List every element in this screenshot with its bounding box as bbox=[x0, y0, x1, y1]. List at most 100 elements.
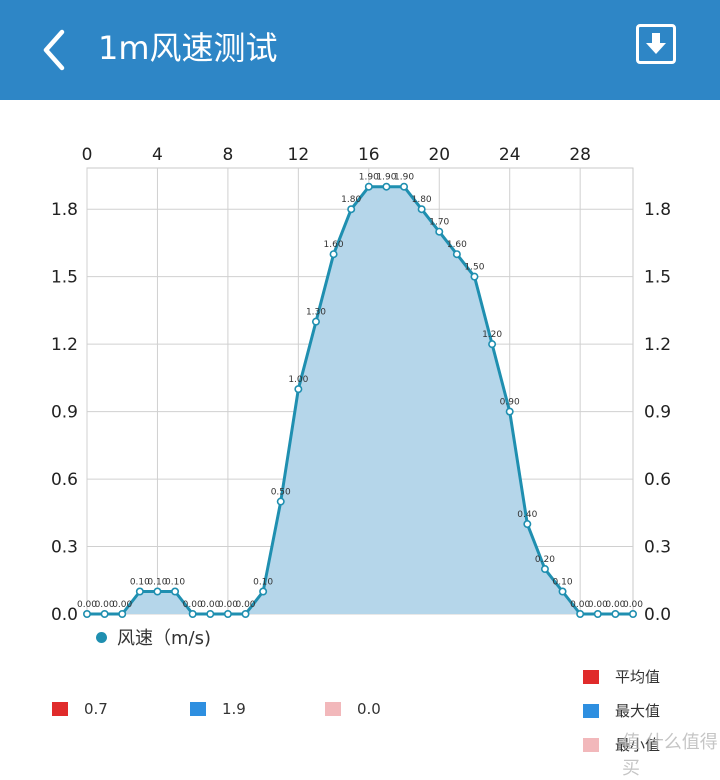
data-point bbox=[452, 250, 461, 259]
data-point bbox=[505, 407, 514, 416]
download-button[interactable] bbox=[636, 24, 676, 64]
y-tick-label-left: 0.0 bbox=[51, 605, 78, 625]
data-point bbox=[171, 587, 180, 596]
watermark: 值 什么值得买 bbox=[622, 732, 718, 779]
x-tick-label: 12 bbox=[288, 145, 310, 165]
data-point bbox=[294, 385, 303, 394]
data-point bbox=[118, 609, 127, 618]
series-area bbox=[87, 186, 633, 615]
data-point bbox=[276, 497, 285, 506]
y-tick-label-right: 1.2 bbox=[644, 335, 671, 355]
data-label: 0.40 bbox=[517, 510, 537, 520]
x-tick-label: 28 bbox=[569, 145, 591, 165]
data-label: 0.20 bbox=[535, 555, 555, 565]
data-label: 1.70 bbox=[429, 218, 449, 228]
data-label: 1.30 bbox=[306, 308, 326, 318]
y-tick-label-right: 0.0 bbox=[644, 605, 671, 625]
average-swatch bbox=[52, 702, 68, 716]
series-line bbox=[87, 185, 633, 616]
data-point bbox=[435, 227, 444, 236]
data-point bbox=[364, 182, 373, 191]
chart-legend: 风速（m/s) bbox=[96, 624, 211, 650]
y-tick-label-left: 1.2 bbox=[51, 335, 78, 355]
y-tick-label-right: 1.5 bbox=[644, 268, 671, 288]
x-tick-label: 24 bbox=[499, 145, 521, 165]
data-point bbox=[100, 609, 109, 618]
key-average-swatch bbox=[583, 669, 599, 684]
legend-dot-icon bbox=[96, 631, 107, 643]
key-min-label: 最小值 bbox=[615, 736, 661, 754]
data-label: 1.60 bbox=[447, 240, 467, 250]
y-tick-label-right: 1.8 bbox=[644, 200, 671, 220]
x-tick-label: 16 bbox=[358, 145, 380, 165]
data-label: 1.20 bbox=[482, 330, 502, 340]
data-label: 1.00 bbox=[288, 375, 308, 385]
data-point bbox=[540, 565, 549, 574]
y-tick-label-left: 1.8 bbox=[51, 200, 78, 220]
y-tick-label-left: 0.6 bbox=[51, 470, 78, 490]
download-icon bbox=[646, 33, 666, 54]
y-tick-label-right: 0.9 bbox=[644, 403, 671, 423]
data-label: 0.00 bbox=[183, 600, 203, 610]
data-label: 0.00 bbox=[218, 600, 238, 610]
stat-max-value: 1.9 bbox=[222, 700, 246, 718]
data-point bbox=[488, 340, 497, 349]
stat-min-value: 0.0 bbox=[357, 700, 381, 718]
data-point bbox=[188, 609, 197, 618]
x-tick-label: 4 bbox=[152, 145, 163, 165]
data-label: 0.10 bbox=[253, 578, 273, 588]
data-point bbox=[417, 205, 426, 214]
data-label: 0.10 bbox=[165, 578, 185, 588]
data-label: 0.00 bbox=[112, 600, 132, 610]
data-point bbox=[576, 609, 585, 618]
data-label: 0.00 bbox=[588, 600, 608, 610]
key-min: 最小值 bbox=[583, 734, 660, 755]
data-label: 0.00 bbox=[77, 600, 97, 610]
data-label: 0.10 bbox=[130, 578, 150, 588]
data-point bbox=[311, 317, 320, 326]
key-max-label: 最大值 bbox=[615, 702, 661, 720]
data-point bbox=[523, 520, 532, 529]
data-label: 0.10 bbox=[147, 578, 167, 588]
data-point bbox=[206, 609, 215, 618]
key-min-swatch bbox=[583, 737, 599, 752]
data-point bbox=[329, 250, 338, 259]
data-point bbox=[83, 609, 92, 618]
data-point bbox=[470, 272, 479, 281]
data-point bbox=[628, 609, 637, 618]
data-point bbox=[259, 587, 268, 596]
key-average: 平均值 bbox=[583, 666, 660, 687]
data-label: 0.00 bbox=[95, 600, 115, 610]
data-point bbox=[558, 587, 567, 596]
y-tick-label-left: 1.5 bbox=[51, 268, 78, 288]
data-point bbox=[135, 587, 144, 596]
data-label: 0.00 bbox=[605, 600, 625, 610]
data-label: 1.80 bbox=[412, 195, 432, 205]
x-tick-label: 20 bbox=[428, 145, 450, 165]
max-swatch bbox=[190, 702, 206, 716]
app-header: 1m风速测试 bbox=[0, 0, 720, 100]
x-tick-label: 0 bbox=[82, 145, 93, 165]
chevron-left-icon[interactable] bbox=[28, 24, 80, 76]
x-tick-label: 8 bbox=[222, 145, 233, 165]
data-point bbox=[611, 609, 620, 618]
y-tick-label-right: 0.6 bbox=[644, 470, 671, 490]
stat-max: 1.9 bbox=[190, 700, 246, 718]
data-point bbox=[223, 609, 232, 618]
data-label: 0.00 bbox=[570, 600, 590, 610]
data-point bbox=[241, 609, 250, 618]
data-point bbox=[153, 587, 162, 596]
y-tick-label-right: 0.3 bbox=[644, 538, 671, 558]
data-label: 1.80 bbox=[341, 195, 361, 205]
data-point bbox=[347, 205, 356, 214]
data-label: 0.00 bbox=[235, 600, 255, 610]
wind-speed-chart: 0 4 8 12 16 20 24 28 0.0 0.0 0.3 0.3 0.6 0.6 0.9 0.9 1.2… bbox=[51, 145, 671, 625]
data-point bbox=[593, 609, 602, 618]
key-max: 最大值 bbox=[583, 700, 660, 721]
key-average-label: 平均值 bbox=[615, 668, 661, 686]
data-label: 0.10 bbox=[553, 578, 573, 588]
data-label: 1.50 bbox=[464, 263, 484, 273]
data-label: 0.00 bbox=[200, 600, 220, 610]
key-max-swatch bbox=[583, 703, 599, 718]
data-label: 0.00 bbox=[623, 600, 643, 610]
